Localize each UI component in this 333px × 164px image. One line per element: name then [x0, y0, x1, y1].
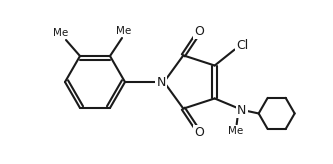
Text: Me: Me — [228, 126, 243, 136]
Text: Me: Me — [116, 26, 132, 36]
Text: Me: Me — [53, 28, 69, 38]
Text: O: O — [194, 25, 204, 38]
Text: N: N — [237, 104, 246, 117]
Text: Cl: Cl — [236, 39, 249, 52]
Text: O: O — [194, 126, 204, 139]
Text: N: N — [156, 75, 166, 89]
